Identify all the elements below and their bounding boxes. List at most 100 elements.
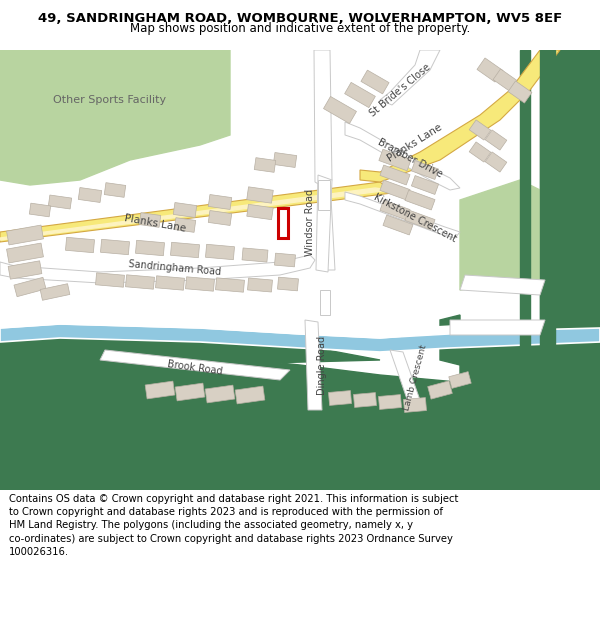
Polygon shape	[155, 276, 184, 290]
Polygon shape	[7, 225, 43, 245]
Polygon shape	[316, 175, 332, 272]
Polygon shape	[440, 315, 460, 365]
Polygon shape	[485, 130, 507, 150]
Polygon shape	[493, 69, 517, 91]
Text: Sandringham Road: Sandringham Road	[128, 259, 222, 277]
Text: Kirkstone Crescent: Kirkstone Crescent	[372, 192, 458, 244]
Polygon shape	[450, 320, 545, 335]
Text: Lamb Crescent: Lamb Crescent	[402, 344, 428, 412]
Text: 49, SANDRINGHAM ROAD, WOMBOURNE, WOLVERHAMPTON, WV5 8EF: 49, SANDRINGHAM ROAD, WOMBOURNE, WOLVERH…	[38, 12, 562, 26]
Polygon shape	[405, 190, 435, 210]
Polygon shape	[412, 176, 439, 194]
Polygon shape	[380, 165, 410, 185]
Polygon shape	[78, 188, 102, 202]
Polygon shape	[380, 200, 410, 220]
Polygon shape	[460, 180, 540, 290]
Polygon shape	[0, 188, 390, 240]
Polygon shape	[7, 243, 43, 263]
Polygon shape	[208, 194, 232, 209]
Text: Other Sports Facility: Other Sports Facility	[53, 95, 167, 105]
Polygon shape	[320, 290, 330, 315]
Polygon shape	[469, 120, 491, 140]
Polygon shape	[278, 277, 298, 291]
Polygon shape	[136, 240, 164, 256]
Polygon shape	[460, 275, 545, 295]
Text: Dingle Road: Dingle Road	[317, 336, 327, 394]
Polygon shape	[173, 202, 197, 217]
Polygon shape	[145, 381, 175, 399]
Polygon shape	[353, 392, 377, 408]
Polygon shape	[383, 215, 413, 235]
Polygon shape	[40, 284, 70, 300]
Polygon shape	[314, 50, 332, 185]
Polygon shape	[469, 142, 491, 162]
Polygon shape	[428, 381, 452, 399]
Polygon shape	[205, 385, 235, 403]
Polygon shape	[175, 383, 205, 401]
Polygon shape	[8, 261, 42, 279]
Polygon shape	[460, 330, 540, 490]
Polygon shape	[95, 272, 124, 288]
Polygon shape	[208, 211, 232, 226]
Polygon shape	[305, 320, 322, 410]
Polygon shape	[104, 182, 126, 198]
Polygon shape	[380, 180, 410, 200]
Polygon shape	[185, 277, 214, 291]
Text: Planks Lane: Planks Lane	[124, 213, 187, 233]
Polygon shape	[49, 195, 71, 209]
Polygon shape	[0, 330, 380, 370]
Text: Contains OS data © Crown copyright and database right 2021. This information is : Contains OS data © Crown copyright and d…	[9, 494, 458, 557]
Polygon shape	[14, 278, 46, 297]
Polygon shape	[235, 386, 265, 404]
Polygon shape	[247, 204, 273, 219]
Polygon shape	[323, 96, 356, 124]
Polygon shape	[139, 213, 161, 228]
Polygon shape	[205, 244, 235, 260]
Polygon shape	[379, 394, 401, 409]
Polygon shape	[254, 158, 276, 172]
Polygon shape	[540, 50, 555, 490]
Polygon shape	[0, 324, 600, 352]
Polygon shape	[361, 70, 389, 94]
Text: Map shows position and indicative extent of the property.: Map shows position and indicative extent…	[130, 22, 470, 35]
Polygon shape	[174, 217, 196, 232]
Text: Bramber Drive: Bramber Drive	[376, 137, 444, 179]
Polygon shape	[508, 81, 532, 103]
Polygon shape	[345, 192, 460, 238]
Polygon shape	[0, 182, 400, 242]
Polygon shape	[390, 350, 420, 402]
Polygon shape	[0, 50, 230, 185]
Text: Planks Lane: Planks Lane	[386, 122, 444, 164]
Text: Brook Road: Brook Road	[167, 359, 223, 377]
Polygon shape	[215, 278, 244, 292]
Polygon shape	[328, 391, 352, 406]
Polygon shape	[242, 248, 268, 262]
Polygon shape	[520, 50, 530, 490]
Polygon shape	[405, 210, 435, 230]
Polygon shape	[345, 122, 460, 190]
Polygon shape	[318, 180, 335, 270]
Polygon shape	[379, 149, 411, 171]
Polygon shape	[0, 316, 520, 338]
Polygon shape	[403, 398, 427, 412]
Polygon shape	[273, 152, 297, 168]
Polygon shape	[0, 355, 600, 490]
Polygon shape	[100, 350, 290, 380]
Polygon shape	[247, 187, 273, 203]
Polygon shape	[100, 239, 130, 255]
Polygon shape	[360, 50, 560, 182]
Polygon shape	[318, 180, 330, 210]
Polygon shape	[380, 50, 440, 105]
Polygon shape	[248, 278, 272, 292]
Polygon shape	[344, 82, 376, 107]
Polygon shape	[275, 253, 295, 267]
Polygon shape	[477, 58, 503, 82]
Polygon shape	[540, 50, 600, 490]
Polygon shape	[29, 203, 50, 217]
Polygon shape	[125, 275, 154, 289]
Polygon shape	[412, 161, 439, 179]
Polygon shape	[170, 242, 200, 258]
Polygon shape	[485, 152, 507, 172]
Text: St Bride's Close: St Bride's Close	[368, 62, 433, 118]
Polygon shape	[0, 255, 315, 283]
